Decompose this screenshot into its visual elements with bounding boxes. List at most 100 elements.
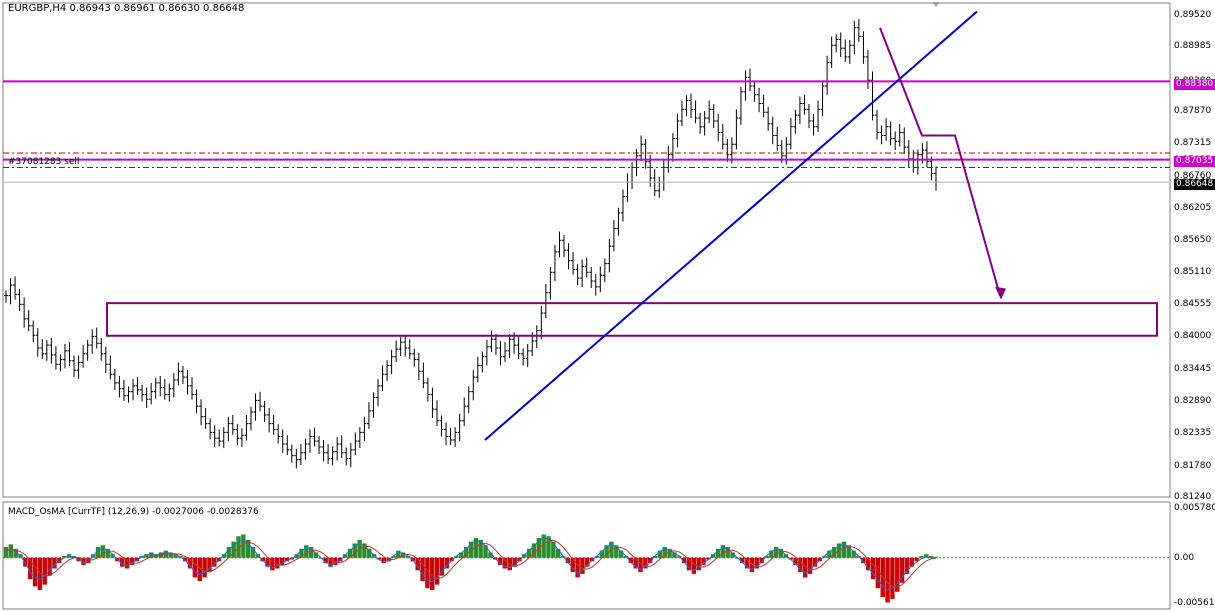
osma-bar xyxy=(425,557,430,589)
osma-bar xyxy=(589,557,595,562)
osma-bar xyxy=(338,557,343,562)
osma-bar xyxy=(275,557,280,569)
price-tick-label: 0.85650 xyxy=(1174,235,1212,246)
osma-bar xyxy=(3,547,9,558)
osma-bar xyxy=(638,557,643,573)
osma-bar xyxy=(812,557,818,567)
osma-bar xyxy=(875,557,881,589)
osma-bar xyxy=(463,547,469,558)
osma-bar xyxy=(861,557,866,564)
osma-bar xyxy=(696,557,701,571)
order-label: #37081283 sell xyxy=(8,157,80,167)
osma-bar xyxy=(57,557,62,564)
osma-bar xyxy=(362,543,367,558)
osma-bar xyxy=(371,554,377,558)
osma-bar xyxy=(420,557,425,582)
osma-bar xyxy=(924,554,929,558)
trendline xyxy=(484,10,978,441)
osma-bar xyxy=(265,557,270,567)
osma-bar xyxy=(531,543,537,558)
osma-bar xyxy=(885,557,890,603)
indicator-tick-label: 0.00 xyxy=(1174,552,1195,563)
osma-bar xyxy=(769,550,774,558)
osma-bar xyxy=(749,557,755,573)
osma-bar xyxy=(236,536,241,558)
osma-bar xyxy=(134,557,139,562)
osma-bar xyxy=(904,557,910,574)
osma-bar xyxy=(333,557,338,565)
osma-bar xyxy=(691,557,697,574)
osma-bar xyxy=(391,555,396,558)
price-tick-label: 0.84000 xyxy=(1174,331,1212,342)
osma-bar xyxy=(212,557,217,567)
osma-bar xyxy=(439,557,445,576)
osma-bar xyxy=(221,554,227,558)
osma-bar xyxy=(105,548,110,558)
osma-bar xyxy=(197,557,202,582)
osma-bar xyxy=(405,555,411,558)
price-tick-label: 0.83445 xyxy=(1174,363,1212,374)
osma-bar xyxy=(865,557,871,571)
osma-bar xyxy=(798,557,803,573)
osma-bar xyxy=(870,557,876,580)
price-tick-label: 0.86760 xyxy=(1174,170,1212,181)
osma-bar xyxy=(231,541,236,558)
osma-bar xyxy=(497,557,503,565)
osma-bar xyxy=(526,548,532,558)
osma-bar xyxy=(207,557,212,573)
osma-bar xyxy=(23,557,28,567)
osma-bar xyxy=(381,557,387,564)
osma-bar xyxy=(502,557,508,569)
osma-bar xyxy=(42,557,47,585)
osma-bar xyxy=(706,557,711,560)
osma-bar xyxy=(701,557,706,565)
osma-bar xyxy=(202,557,207,578)
osma-bar xyxy=(294,554,299,558)
price-pane-border xyxy=(2,2,1171,498)
osma-bar xyxy=(899,557,905,583)
osma-bar xyxy=(342,554,348,558)
osma-bar xyxy=(672,552,677,558)
osma-bar xyxy=(376,557,382,560)
osma-bar xyxy=(803,557,808,578)
osma-bar xyxy=(652,555,658,558)
osma-bar xyxy=(241,534,246,558)
osma-bar xyxy=(895,557,900,592)
osma-bar xyxy=(623,555,629,558)
price-tick-label: 0.87870 xyxy=(1174,106,1212,117)
osma-bar xyxy=(124,557,130,569)
symbol-header: EURGBP,H4 0.86943 0.86961 0.86630 0.8664… xyxy=(8,3,245,14)
osma-bar xyxy=(594,555,600,558)
osma-bar xyxy=(846,545,852,558)
osma-bar xyxy=(13,548,18,558)
osma-bar xyxy=(100,545,106,558)
osma-bar xyxy=(454,555,459,558)
osma-bar xyxy=(255,554,261,558)
osma-bar xyxy=(618,550,624,558)
osma-bar xyxy=(599,550,604,558)
osma-bar xyxy=(759,557,764,564)
osma-bar xyxy=(32,557,38,587)
osma-bar xyxy=(512,557,517,567)
osma-bar xyxy=(560,555,566,558)
osma-bar xyxy=(710,554,716,558)
osma-bar xyxy=(575,557,580,578)
forecast-arrowhead xyxy=(995,286,1006,300)
osma-bar xyxy=(565,557,571,564)
osma-bar xyxy=(61,555,67,558)
osma-bar xyxy=(933,556,939,558)
osma-bar xyxy=(681,557,687,564)
osma-bar xyxy=(890,557,895,599)
osma-bar xyxy=(662,547,667,558)
price-tick-label: 0.85110 xyxy=(1174,266,1212,277)
osma-bar xyxy=(585,557,590,567)
osma-bar xyxy=(129,557,135,565)
osma-bar xyxy=(47,557,52,576)
osma-bar xyxy=(279,557,285,565)
bid-price-tag: 0.86648 xyxy=(1174,179,1215,190)
osma-bar xyxy=(444,557,449,569)
osma-bar xyxy=(793,557,798,565)
osma-bar xyxy=(725,547,730,558)
osma-bar xyxy=(817,557,822,562)
